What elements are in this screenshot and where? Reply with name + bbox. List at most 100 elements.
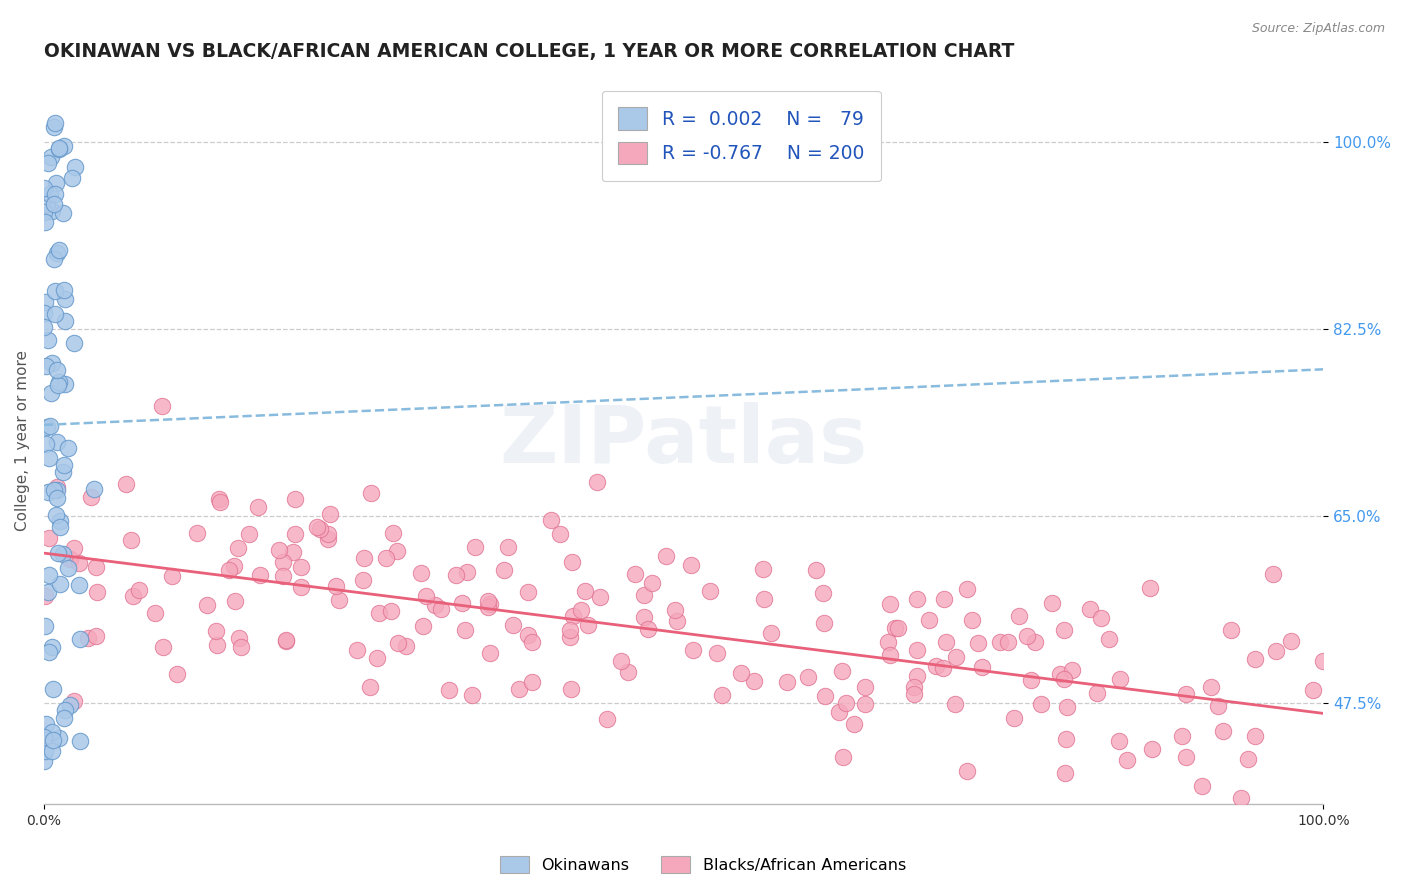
Point <box>49 519 72 533</box>
Point <box>997 635 1019 649</box>
Point <box>209 495 232 509</box>
Point <box>325 578 347 592</box>
Point <box>48 731 70 745</box>
Point <box>903 680 925 694</box>
Point <box>307 519 329 533</box>
Point <box>352 574 374 588</box>
Point <box>38 450 60 465</box>
Point <box>831 664 853 678</box>
Point <box>828 705 851 719</box>
Point <box>76 632 98 646</box>
Point <box>905 642 928 657</box>
Point <box>654 549 676 563</box>
Point <box>374 551 396 566</box>
Point <box>1053 624 1076 638</box>
Point <box>160 569 183 583</box>
Point <box>935 635 957 649</box>
Point <box>58 698 80 713</box>
Point <box>84 559 107 574</box>
Point <box>1002 711 1025 725</box>
Point <box>44 252 66 267</box>
Point <box>38 567 60 582</box>
Point <box>970 660 993 674</box>
Point <box>205 624 228 638</box>
Point <box>664 602 686 616</box>
Point <box>502 617 524 632</box>
Point <box>879 648 901 662</box>
Point <box>276 632 298 647</box>
Point <box>633 588 655 602</box>
Point <box>41 203 63 218</box>
Point <box>903 687 925 701</box>
Point <box>41 640 63 654</box>
Point <box>52 458 75 472</box>
Point <box>1312 654 1334 668</box>
Point <box>446 567 468 582</box>
Point <box>41 356 63 370</box>
Point <box>80 490 103 504</box>
Point <box>32 320 55 334</box>
Point <box>479 597 502 611</box>
Point <box>560 630 582 644</box>
Point <box>641 576 664 591</box>
Point <box>477 599 499 614</box>
Legend: Okinawans, Blacks/African Americans: Okinawans, Blacks/African Americans <box>494 849 912 880</box>
Point <box>360 486 382 500</box>
Point <box>1261 566 1284 581</box>
Point <box>562 608 585 623</box>
Point <box>409 566 432 581</box>
Point <box>53 711 76 725</box>
Point <box>38 645 60 659</box>
Y-axis label: College, 1 year or more: College, 1 year or more <box>15 351 30 532</box>
Point <box>1031 697 1053 711</box>
Point <box>385 544 408 558</box>
Point <box>44 307 66 321</box>
Point <box>228 632 250 646</box>
Point <box>42 733 65 747</box>
Point <box>83 482 105 496</box>
Point <box>988 635 1011 649</box>
Point <box>32 180 55 194</box>
Point <box>1281 634 1303 648</box>
Text: ZIPatlas: ZIPatlas <box>499 402 868 480</box>
Point <box>46 363 69 377</box>
Point <box>35 359 58 373</box>
Point <box>53 313 76 327</box>
Point <box>34 295 56 310</box>
Point <box>813 615 835 630</box>
Point <box>517 584 540 599</box>
Point <box>1174 687 1197 701</box>
Point <box>394 639 416 653</box>
Point <box>53 292 76 306</box>
Point <box>56 561 79 575</box>
Point <box>38 531 60 545</box>
Point <box>56 441 79 455</box>
Point <box>415 589 437 603</box>
Point <box>67 557 90 571</box>
Point <box>52 206 75 220</box>
Point <box>1024 635 1046 649</box>
Point <box>624 566 647 581</box>
Point <box>46 246 69 260</box>
Point <box>456 565 478 579</box>
Point <box>195 598 218 612</box>
Point <box>832 750 855 764</box>
Point <box>120 533 142 547</box>
Point <box>1056 700 1078 714</box>
Point <box>561 555 583 569</box>
Point <box>37 333 59 347</box>
Point <box>34 744 56 758</box>
Point <box>46 435 69 450</box>
Point <box>49 514 72 528</box>
Point <box>52 138 75 153</box>
Text: Source: ZipAtlas.com: Source: ZipAtlas.com <box>1251 22 1385 36</box>
Point <box>681 558 703 573</box>
Point <box>574 583 596 598</box>
Point <box>887 622 910 636</box>
Point <box>44 186 66 201</box>
Point <box>1060 664 1083 678</box>
Point <box>359 680 381 694</box>
Point <box>956 764 979 778</box>
Point <box>32 306 55 320</box>
Point <box>412 619 434 633</box>
